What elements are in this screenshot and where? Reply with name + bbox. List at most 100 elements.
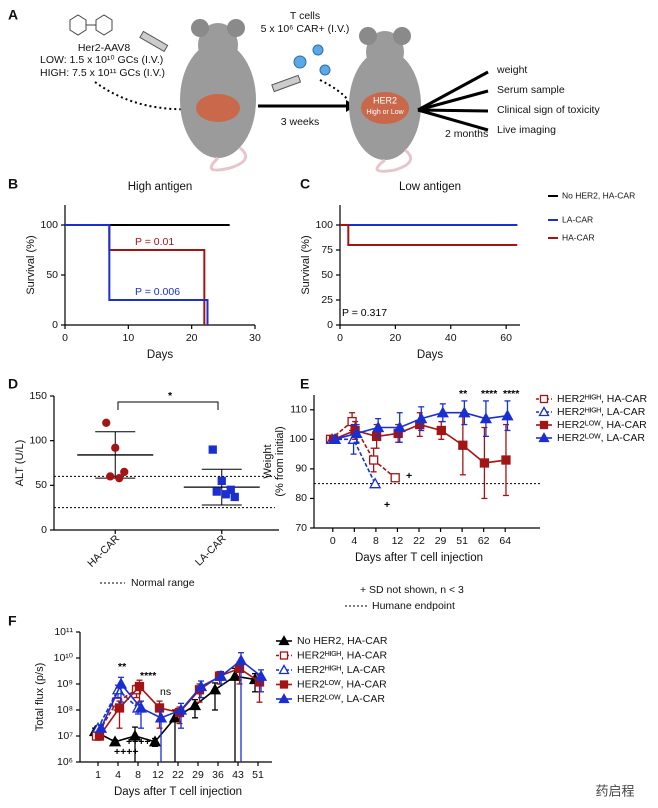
chart: D 0 50 100 150 HA-CAR LA-CAR ALT (U/L) * Normal r… bbox=[8, 376, 279, 589]
y-tick-label: 80 bbox=[295, 492, 307, 504]
x-tick-label: 20 bbox=[390, 332, 402, 344]
annotation: ns bbox=[160, 686, 171, 698]
survival-line bbox=[65, 224, 209, 325]
watermark: 药启程 bbox=[595, 783, 634, 798]
x-tick-label: LA-CAR bbox=[193, 532, 229, 568]
annotation: ++++ bbox=[114, 746, 139, 758]
annotation: ** bbox=[459, 388, 468, 400]
marker bbox=[501, 455, 511, 465]
injection-arrow bbox=[319, 79, 349, 101]
marker bbox=[368, 455, 379, 465]
y-tick-label: 0 bbox=[327, 319, 333, 331]
marker bbox=[479, 412, 493, 424]
marker bbox=[134, 701, 148, 713]
x-tick-label: 29 bbox=[435, 535, 447, 547]
legend-label: HER2ᴸᴼᵂ, LA-CAR bbox=[557, 432, 645, 444]
legend-label: HER2ᴸᴼᵂ, HA-CAR bbox=[557, 419, 647, 431]
marker bbox=[538, 432, 550, 443]
marker bbox=[94, 721, 108, 733]
x-tick-label: 29 bbox=[192, 769, 204, 781]
marker bbox=[94, 731, 105, 741]
marker bbox=[350, 427, 363, 439]
x-tick-label: 4 bbox=[115, 769, 121, 781]
y-tick-label: 10⁹ bbox=[57, 678, 73, 690]
marker bbox=[230, 492, 239, 502]
tcell-dose: 5 x 10⁶ CAR+ (I.V.) bbox=[261, 23, 350, 35]
x-tick-label: 12 bbox=[392, 535, 404, 547]
annotation: P = 0.01 bbox=[135, 236, 174, 248]
x-tick-label: 8 bbox=[135, 769, 141, 781]
x-tick-label: 51 bbox=[252, 769, 264, 781]
y-tick-label: 10⁸ bbox=[57, 704, 73, 716]
x-tick-label: 40 bbox=[445, 332, 457, 344]
marker bbox=[436, 425, 446, 436]
chart: B High antigen 0 50 100 0 10 20 30 Days Survival (… bbox=[8, 176, 261, 361]
legend-label: HA-CAR bbox=[562, 232, 595, 242]
legend-label: LA-CAR bbox=[562, 214, 593, 224]
marker bbox=[538, 406, 550, 417]
marker bbox=[217, 476, 226, 486]
marker bbox=[114, 677, 128, 689]
chart-title: Low antigen bbox=[399, 181, 461, 193]
marker bbox=[278, 664, 290, 675]
interval-label: 2 months bbox=[445, 128, 488, 140]
marker bbox=[154, 703, 165, 713]
y-axis-label: Total flux (p/s) bbox=[34, 663, 46, 731]
chart: F 10⁶ 10⁷ 10⁸ 10⁹ 10¹⁰ 10¹¹ 1 4 8 12 22 29 36 43 51 Days… bbox=[8, 613, 388, 798]
legend-label: HER2ᴴᴵᴳᴴ, LA-CAR bbox=[297, 664, 386, 676]
legend-label: No HER2, HA-CAR bbox=[297, 635, 388, 647]
y-tick-label: 10¹¹ bbox=[54, 626, 73, 638]
x-tick-label: 64 bbox=[499, 535, 511, 547]
legend-label: Normal range bbox=[131, 577, 195, 589]
marker bbox=[106, 472, 115, 481]
marker bbox=[539, 394, 549, 404]
y-tick-label: 25 bbox=[321, 294, 333, 306]
note: + SD not shown, n < 3 bbox=[360, 584, 464, 596]
y-axis-label: (% from initial) bbox=[274, 426, 286, 496]
interval-label: 3 weeks bbox=[281, 116, 320, 128]
x-tick-label: 60 bbox=[500, 332, 512, 344]
marker bbox=[212, 487, 221, 496]
x-tick-label: 51 bbox=[456, 535, 468, 547]
marker bbox=[194, 680, 208, 692]
y-tick-label: 50 bbox=[46, 269, 58, 281]
vector-label: Her2-AAV8 bbox=[78, 42, 130, 54]
legend-label: HER2ᴴᴵᴳᴴ, HA-CAR bbox=[297, 649, 387, 661]
marker bbox=[221, 490, 230, 499]
dose-label: LOW: 1.5 x 10¹⁰ GCs (I.V.) bbox=[40, 54, 163, 66]
marker bbox=[234, 663, 245, 673]
outcome: Serum sample bbox=[497, 84, 565, 96]
outcome: Live imaging bbox=[497, 124, 556, 136]
marker bbox=[148, 735, 162, 747]
y-axis-label: Survival (%) bbox=[300, 235, 312, 294]
marker bbox=[108, 735, 122, 747]
marker bbox=[458, 440, 468, 450]
marker bbox=[134, 681, 145, 692]
marker bbox=[114, 703, 125, 713]
marker bbox=[279, 680, 289, 689]
annotation: + bbox=[406, 470, 412, 482]
marker bbox=[436, 406, 449, 418]
marker bbox=[278, 635, 290, 646]
x-tick-label: 10 bbox=[122, 332, 134, 344]
panel-label: C bbox=[300, 176, 310, 192]
y-tick-label: 110 bbox=[290, 404, 307, 416]
x-tick-label: 62 bbox=[478, 535, 490, 547]
x-axis-label: Days bbox=[147, 349, 173, 361]
marker bbox=[168, 711, 182, 723]
mouse bbox=[349, 27, 421, 173]
panel-label: B bbox=[8, 176, 18, 192]
outcome: weight bbox=[496, 64, 527, 76]
syringe bbox=[139, 30, 169, 53]
x-tick-label: HA-CAR bbox=[85, 532, 122, 569]
y-tick-label: 10⁷ bbox=[58, 730, 74, 742]
annotation: **** bbox=[481, 388, 498, 400]
y-tick-label: 50 bbox=[35, 479, 47, 491]
mouse bbox=[180, 19, 256, 172]
significance-bracket bbox=[117, 401, 219, 410]
marker bbox=[111, 443, 120, 452]
marker bbox=[369, 477, 382, 489]
marker bbox=[234, 654, 248, 666]
y-axis-label: ALT (U/L) bbox=[14, 440, 26, 487]
